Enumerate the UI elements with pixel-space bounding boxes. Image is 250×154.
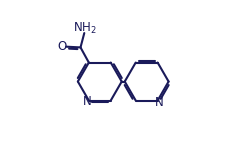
Text: NH$_2$: NH$_2$ xyxy=(73,21,96,36)
Text: N: N xyxy=(154,95,163,109)
Text: N: N xyxy=(82,95,91,108)
Text: O: O xyxy=(57,40,66,53)
